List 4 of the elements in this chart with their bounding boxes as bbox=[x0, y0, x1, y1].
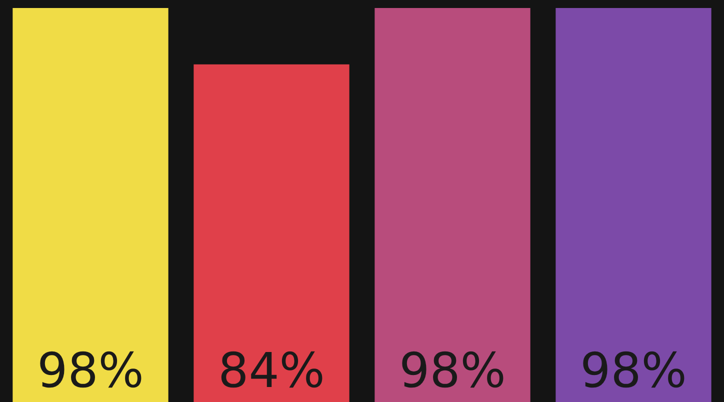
data-label: 98% bbox=[580, 343, 687, 399]
data-label: 98% bbox=[399, 343, 506, 399]
data-label: 84% bbox=[218, 343, 325, 399]
data-label: 98% bbox=[37, 343, 144, 399]
